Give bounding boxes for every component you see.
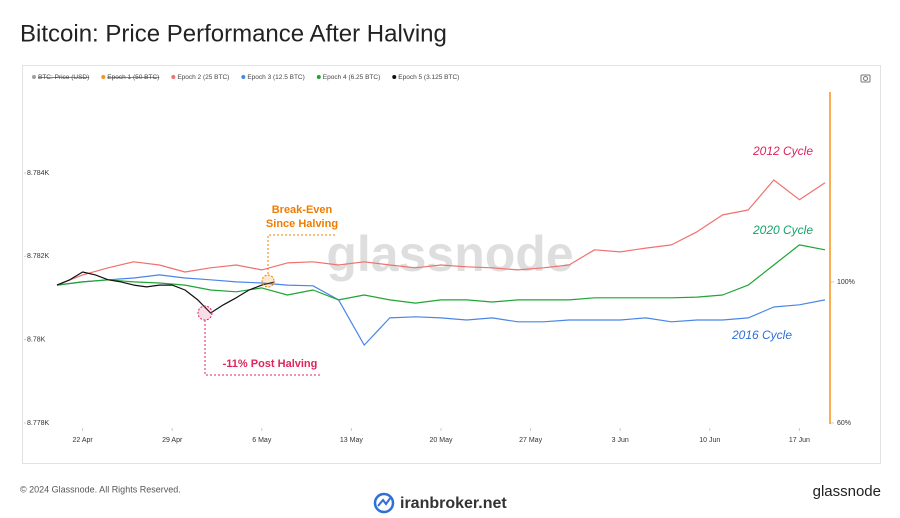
- legend-swatch: [392, 75, 397, 79]
- annotation: 2012 Cycle: [752, 144, 813, 158]
- y-tick-label: 8.782K: [27, 253, 50, 260]
- y-tick-label: 8.78K: [27, 337, 46, 344]
- legend-label: Epoch 3 (12.5 BTC): [247, 74, 304, 81]
- legend-label: Epoch 4 (6.25 BTC): [323, 74, 380, 81]
- y-tick-label: 8.784K: [27, 170, 50, 177]
- site: iranbroker.net: [400, 495, 507, 512]
- x-tick-label: 6 May: [252, 437, 272, 444]
- annotation-circle: [197, 305, 213, 321]
- chart-frame: [22, 65, 881, 464]
- x-tick-label: 27 May: [519, 437, 542, 444]
- y2-tick-label: 60%: [837, 420, 851, 427]
- annotation: 2020 Cycle: [752, 223, 813, 237]
- y2-tick-label: 100%: [837, 279, 855, 286]
- y-tick-label: 8.778K: [27, 420, 50, 427]
- legend-swatch: [316, 75, 321, 79]
- camera-icon[interactable]: [860, 74, 871, 83]
- x-tick-label: 17 Jun: [789, 437, 810, 444]
- x-tick-label: 13 May: [340, 437, 363, 444]
- x-tick-label: 10 Jun: [699, 437, 720, 444]
- legend-label: Epoch 5 (3.125 BTC): [398, 74, 459, 81]
- plot: BTC: Price (USD) Epoch 1 (50 BTC) Epoch 2 …: [24, 74, 855, 444]
- legend-swatch: [241, 75, 246, 79]
- site-logo: [373, 492, 395, 514]
- chart-title: Bitcoin: Price Performance After Halving: [20, 20, 447, 47]
- annotation: Break-Even: [272, 204, 333, 216]
- legend-swatch: [32, 75, 36, 79]
- footer: © 2024 Glassnode. All Rights Reserved.: [20, 484, 181, 494]
- x-tick-label: 3 Jun: [612, 437, 629, 444]
- annotation-line: [267, 234, 336, 274]
- annotation: Since Halving: [266, 218, 338, 230]
- x-tick-label: 22 Apr: [72, 437, 93, 444]
- x-tick-label: 29 Apr: [162, 437, 183, 444]
- series-line: [56, 271, 275, 314]
- legend-label: BTC: Price (USD): [38, 74, 89, 81]
- legend-swatch: [101, 75, 106, 79]
- brand: glassnode: [813, 483, 881, 500]
- x-tick-label: 20 May: [430, 437, 453, 444]
- annotation: 2016 Cycle: [731, 328, 792, 342]
- legend-label: Epoch 1 (50 BTC): [107, 74, 159, 81]
- annotation: -11% Post Halving: [223, 358, 318, 370]
- series-line: [56, 274, 826, 346]
- annotation-circle: [261, 274, 275, 288]
- legend-swatch: [171, 75, 176, 79]
- series-line: [56, 179, 826, 286]
- watermark: glassnode: [326, 226, 573, 282]
- series-line: [56, 244, 826, 304]
- legend-label: Epoch 2 (25 BTC): [177, 74, 229, 81]
- annotation-line: [204, 320, 322, 376]
